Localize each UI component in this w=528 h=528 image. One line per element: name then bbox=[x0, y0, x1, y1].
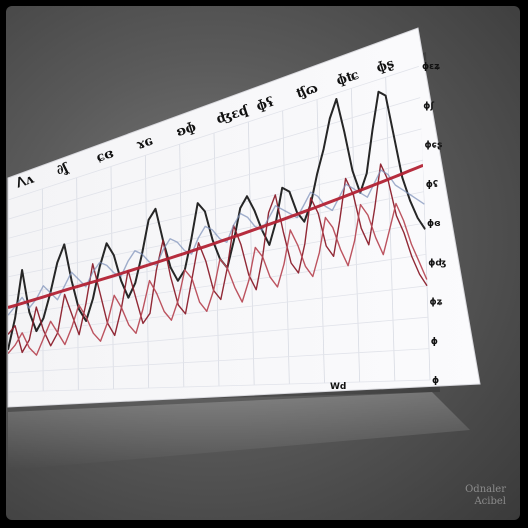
chart-reflection bbox=[8, 392, 470, 470]
title-mark: ʚɸ bbox=[175, 120, 198, 140]
watermark-line-2: Acibel bbox=[474, 496, 506, 507]
series-line-series-1 bbox=[8, 90, 427, 351]
grid-line-horizontal bbox=[8, 97, 422, 220]
series-line-series-4 bbox=[8, 169, 425, 316]
watermark-line-1: Odnaler bbox=[465, 484, 506, 495]
title-mark: ɸʢ bbox=[255, 95, 276, 115]
watermark: Odnaler Acibel bbox=[436, 484, 506, 508]
y-tick-label: ɸʃ bbox=[423, 101, 434, 111]
title-mark: ᐱʌ bbox=[14, 171, 37, 191]
grid-line-horizontal bbox=[8, 316, 429, 354]
y-tick-label: ɸ bbox=[432, 376, 439, 386]
title-mark: ∂ʆ bbox=[55, 160, 71, 178]
chart-y-ticks: ɸɛʑ ɸʃ ɸɕʂ ɸʢ ɸɞ ɸʤ ɸʑ ɸ ɸ bbox=[422, 62, 446, 386]
y-tick-label: ɸɛʑ bbox=[422, 62, 440, 72]
title-mark: ʧɷ bbox=[295, 81, 320, 102]
grid-line-horizontal bbox=[8, 65, 421, 201]
title-mark: ɸʨ bbox=[335, 68, 361, 89]
title-mark: ɸʂ bbox=[375, 56, 396, 76]
y-tick-label: ɸɞ bbox=[427, 219, 441, 229]
x-axis-label: Wd bbox=[330, 382, 346, 392]
chart-series-group bbox=[8, 90, 428, 356]
chart-panel bbox=[7, 27, 481, 408]
y-tick-label: ɸʑ bbox=[430, 298, 443, 308]
grid-line-horizontal bbox=[8, 128, 423, 239]
y-tick-label: ɸʤ bbox=[428, 258, 446, 268]
title-mark: ɕɞ bbox=[95, 146, 116, 166]
y-tick-label: ɸ bbox=[431, 337, 438, 347]
series-line-trend bbox=[8, 163, 424, 309]
y-tick-label: ɸʢ bbox=[426, 180, 438, 190]
grid-line-horizontal bbox=[8, 285, 428, 335]
title-mark: ɤɢ bbox=[135, 133, 155, 152]
grid-line-horizontal bbox=[8, 379, 431, 393]
series-line-series-2 bbox=[8, 163, 428, 354]
y-tick-label: ɸɕʂ bbox=[425, 141, 443, 151]
grid-line-horizontal bbox=[8, 348, 430, 374]
series-line-series-3 bbox=[8, 202, 428, 356]
